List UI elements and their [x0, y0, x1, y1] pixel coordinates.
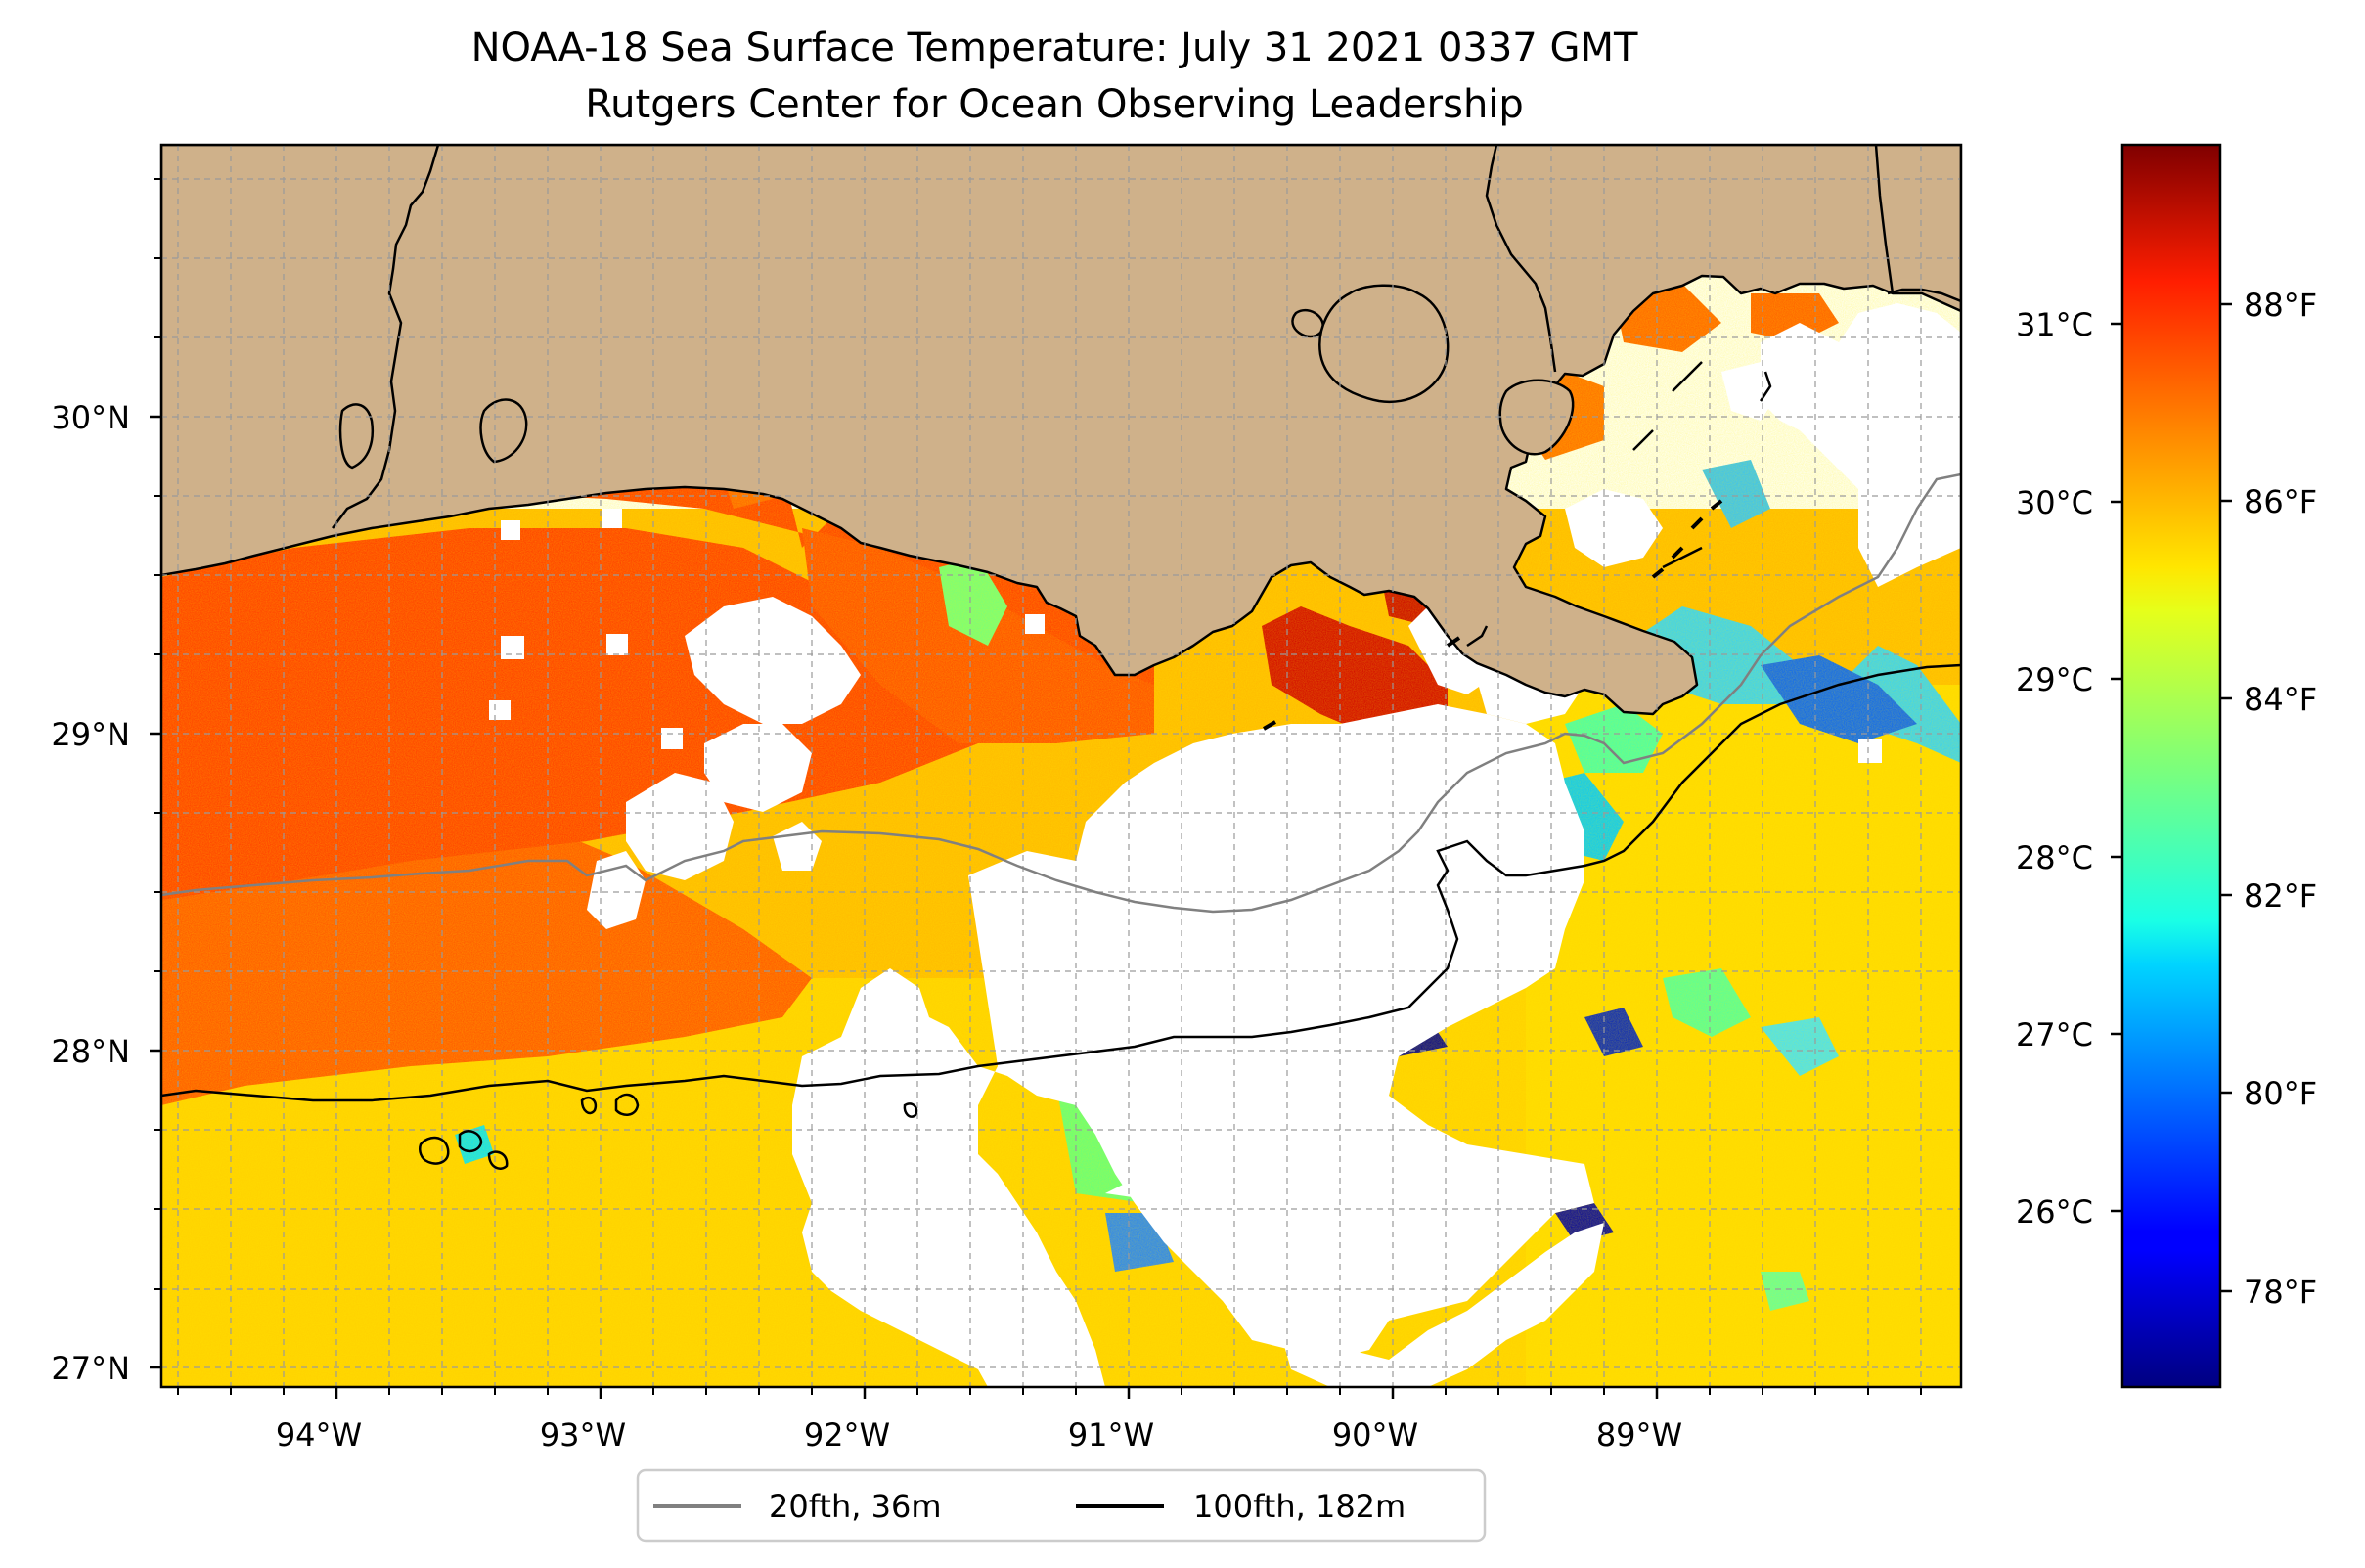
lat-tick-label: 30°N [51, 399, 130, 436]
lon-tick-label: 93°W [540, 1416, 626, 1454]
state-borders [332, 145, 1961, 648]
lon-tick-label: 89°W [1596, 1416, 1682, 1454]
celsius-tick-label: 31°C [2016, 306, 2093, 343]
fahrenheit-ticks [2220, 302, 2232, 1293]
legend-label-20fth: 20fth, 36m [769, 1488, 941, 1525]
fahrenheit-labels: 78°F 80°F 82°F 84°F 86°F 88°F [2244, 287, 2317, 1311]
legend: 20fth, 36m 100fth, 182m [636, 1468, 1487, 1543]
fahrenheit-tick-label: 88°F [2244, 287, 2317, 324]
coastal-dashes [1262, 499, 1723, 731]
fahrenheit-tick-label: 80°F [2244, 1075, 2317, 1112]
lon-tick-labels: 94°W 93°W 92°W 91°W 90°W 89°W [276, 1416, 1682, 1454]
title-line-2: Rutgers Center for Ocean Observing Leade… [585, 82, 1524, 127]
fahrenheit-tick-label: 84°F [2244, 681, 2317, 718]
celsius-tick-label: 29°C [2016, 661, 2093, 698]
celsius-tick-label: 28°C [2016, 839, 2093, 876]
colorbar-gradient [2120, 143, 2222, 1389]
celsius-tick-label: 26°C [2016, 1193, 2093, 1231]
celsius-tick-label: 30°C [2016, 484, 2093, 521]
lat-tick-label: 27°N [51, 1350, 130, 1387]
lat-tick-marks [150, 415, 161, 1369]
map-minor-ticks [154, 178, 1922, 1395]
celsius-ticks [2111, 322, 2122, 1213]
map-frame [159, 143, 1963, 1389]
fahrenheit-tick-label: 82°F [2244, 877, 2317, 915]
isobath-20fth [161, 472, 1961, 914]
isobath-100fth [161, 663, 1961, 1170]
legend-label-100fth: 100fth, 182m [1193, 1488, 1406, 1525]
celsius-tick-label: 27°C [2016, 1016, 2093, 1053]
lat-tick-labels: 27°N 28°N 29°N 30°N [51, 399, 130, 1387]
graticule [161, 145, 1961, 1387]
land [161, 145, 1961, 716]
lon-tick-label: 91°W [1068, 1416, 1154, 1454]
celsius-labels: 26°C 27°C 28°C 29°C 30°C 31°C [2016, 306, 2093, 1231]
title-line-1: NOAA-18 Sea Surface Temperature: July 31… [471, 25, 1638, 70]
lon-tick-label: 90°W [1332, 1416, 1418, 1454]
map-area [161, 145, 1961, 1387]
nodata-regions [489, 303, 1961, 1387]
lon-tick-label: 92°W [804, 1416, 890, 1454]
legend-box [636, 1468, 1487, 1543]
lon-tick-marks [335, 1387, 1659, 1399]
lat-tick-label: 28°N [51, 1033, 130, 1070]
lon-tick-label: 94°W [276, 1416, 362, 1454]
colorbar: 26°C 27°C 28°C 29°C 30°C 31°C 78°F 80°F … [2016, 143, 2317, 1389]
fahrenheit-tick-label: 78°F [2244, 1274, 2317, 1311]
fahrenheit-tick-label: 86°F [2244, 483, 2317, 520]
lat-tick-label: 29°N [51, 716, 130, 753]
